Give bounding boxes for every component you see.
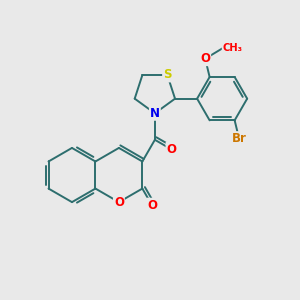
Text: Br: Br [232, 132, 247, 145]
Text: O: O [200, 52, 210, 65]
Text: O: O [167, 143, 176, 156]
Text: O: O [147, 199, 157, 212]
Text: S: S [163, 68, 172, 82]
Text: N: N [150, 107, 160, 120]
Text: CH₃: CH₃ [222, 44, 242, 53]
Text: O: O [114, 196, 124, 208]
